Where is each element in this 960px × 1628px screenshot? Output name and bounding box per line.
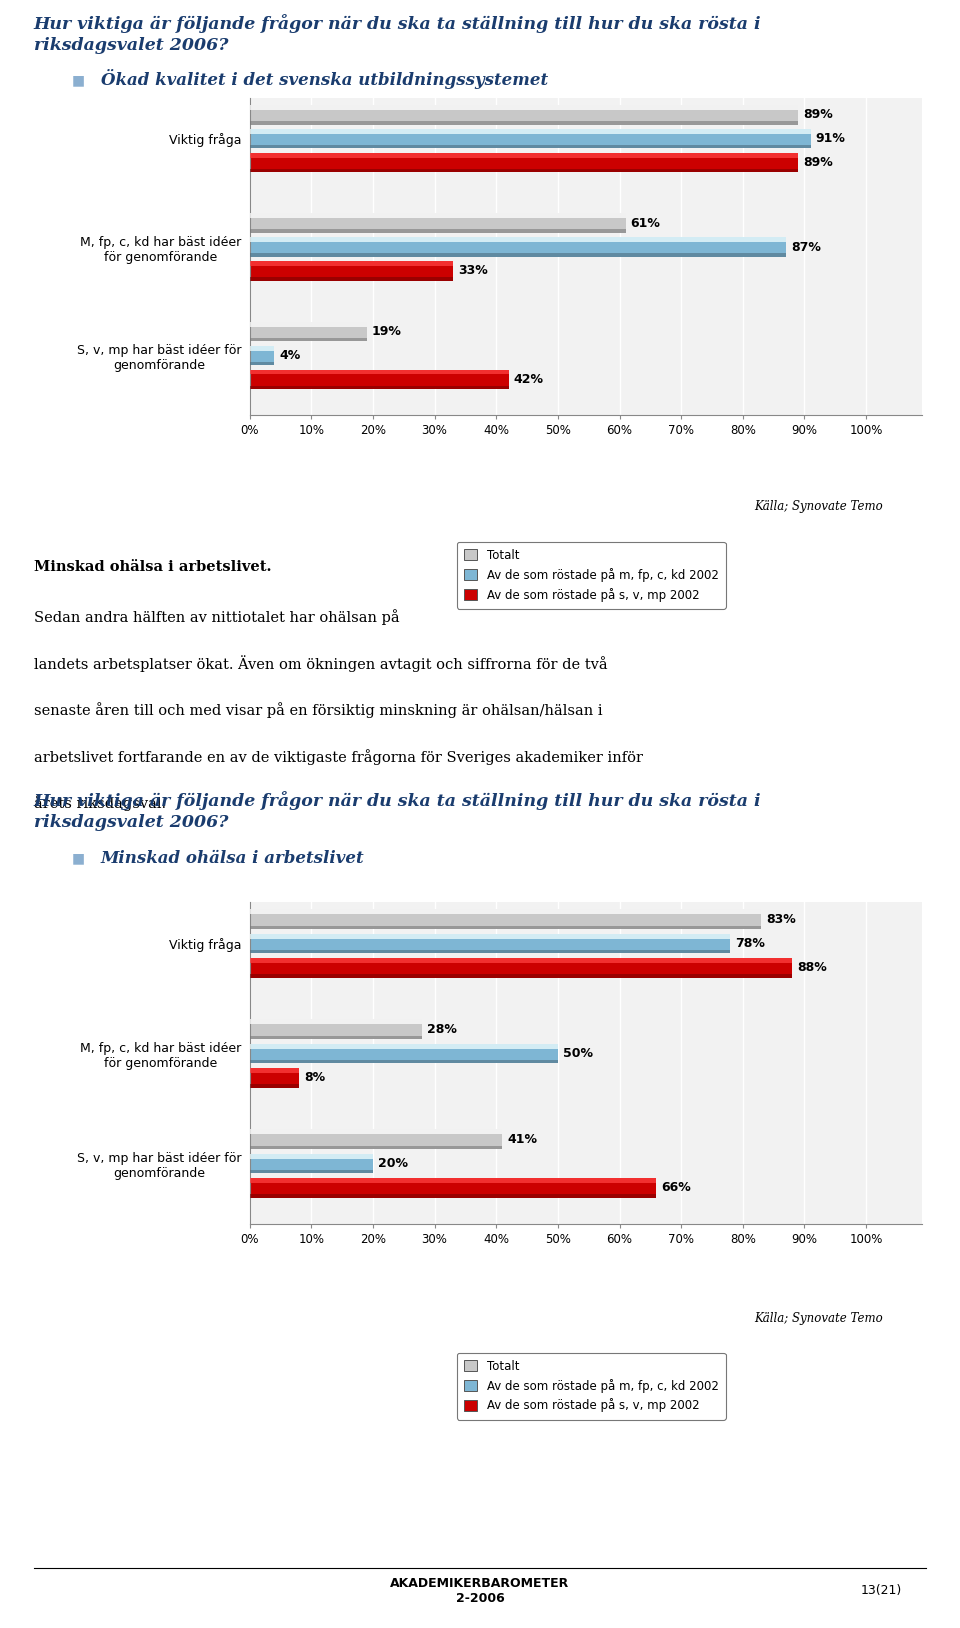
Text: 50%: 50% bbox=[563, 1047, 592, 1060]
Bar bbox=[250, 106, 799, 125]
Text: 83%: 83% bbox=[766, 913, 796, 926]
Bar bbox=[250, 1154, 372, 1159]
Bar bbox=[250, 910, 761, 915]
Text: arbetslivet fortfarande en av de viktigaste frågorna för Sveriges akademiker inf: arbetslivet fortfarande en av de viktiga… bbox=[34, 749, 642, 765]
Bar bbox=[250, 1171, 372, 1174]
Bar bbox=[250, 1195, 657, 1198]
Bar bbox=[250, 1044, 558, 1048]
Bar bbox=[250, 230, 626, 233]
Text: 91%: 91% bbox=[816, 132, 846, 145]
Bar bbox=[250, 1019, 422, 1024]
Text: 20%: 20% bbox=[378, 1158, 408, 1171]
Text: 89%: 89% bbox=[804, 156, 833, 169]
Text: årets riksdagsval.: årets riksdagsval. bbox=[34, 796, 166, 811]
Bar bbox=[250, 345, 275, 365]
Bar bbox=[250, 1068, 299, 1073]
Text: landets arbetsplatser ökat. Även om ökningen avtagit och siffrorna för de två: landets arbetsplatser ökat. Även om ökni… bbox=[34, 656, 608, 672]
Text: 42%: 42% bbox=[514, 373, 543, 386]
Bar bbox=[250, 957, 792, 978]
Text: senaste åren till och med visar på en försiktig minskning är ohälsan/hälsan i: senaste åren till och med visar på en fö… bbox=[34, 702, 602, 718]
Text: Sedan andra hälften av nittiotalet har ohälsan på: Sedan andra hälften av nittiotalet har o… bbox=[34, 609, 399, 625]
Text: Minskad ohälsa i arbetslivet.: Minskad ohälsa i arbetslivet. bbox=[34, 560, 271, 575]
Bar bbox=[250, 957, 792, 964]
Text: 28%: 28% bbox=[427, 1022, 457, 1035]
Bar bbox=[250, 910, 761, 930]
Bar bbox=[250, 1035, 422, 1039]
Bar bbox=[250, 322, 367, 327]
Text: ■: ■ bbox=[72, 851, 85, 866]
Bar bbox=[250, 1044, 558, 1063]
Text: Hur viktiga är följande frågor när du ska ta ställning till hur du ska rösta i: Hur viktiga är följande frågor när du sk… bbox=[34, 15, 761, 33]
Bar bbox=[250, 926, 761, 930]
Bar bbox=[250, 974, 792, 978]
Text: 33%: 33% bbox=[458, 264, 488, 277]
Bar bbox=[250, 145, 810, 148]
Text: Källa; Synovate Temo: Källa; Synovate Temo bbox=[755, 1312, 883, 1325]
Bar bbox=[250, 213, 626, 218]
Bar bbox=[250, 1179, 657, 1184]
Text: 19%: 19% bbox=[372, 326, 401, 339]
Text: ■: ■ bbox=[72, 73, 85, 88]
Bar bbox=[250, 153, 799, 173]
Bar bbox=[250, 238, 786, 243]
Bar bbox=[250, 1130, 502, 1135]
Bar bbox=[250, 1130, 502, 1149]
Bar bbox=[250, 370, 509, 389]
Bar bbox=[250, 1179, 657, 1198]
Bar bbox=[250, 1068, 299, 1088]
Bar bbox=[250, 949, 731, 954]
Text: 66%: 66% bbox=[661, 1182, 691, 1195]
Bar bbox=[250, 129, 810, 133]
Bar bbox=[250, 260, 453, 280]
Bar bbox=[250, 1060, 558, 1063]
Text: 87%: 87% bbox=[791, 241, 821, 254]
Bar bbox=[250, 254, 786, 257]
Bar bbox=[250, 213, 626, 233]
Text: 8%: 8% bbox=[304, 1071, 325, 1084]
Bar bbox=[250, 153, 799, 158]
Text: Hur viktiga är följande frågor när du ska ta ställning till hur du ska rösta i: Hur viktiga är följande frågor när du sk… bbox=[34, 791, 761, 809]
Bar bbox=[250, 106, 799, 111]
Bar bbox=[250, 345, 275, 350]
Bar bbox=[250, 277, 453, 280]
Bar bbox=[250, 934, 731, 954]
Bar bbox=[250, 238, 786, 257]
Bar bbox=[250, 1154, 372, 1174]
Text: 89%: 89% bbox=[804, 109, 833, 122]
Text: Minskad ohälsa i arbetslivet: Minskad ohälsa i arbetslivet bbox=[101, 850, 365, 866]
Bar bbox=[250, 370, 509, 374]
Text: 88%: 88% bbox=[797, 962, 827, 975]
Bar bbox=[250, 129, 810, 148]
Bar bbox=[250, 1019, 422, 1039]
Bar bbox=[250, 120, 799, 125]
Bar bbox=[250, 260, 453, 265]
Legend: Totalt, Av de som röstade på m, fp, c, kd 2002, Av de som röstade på s, v, mp 20: Totalt, Av de som röstade på m, fp, c, k… bbox=[457, 542, 726, 609]
Text: riksdagsvalet 2006?: riksdagsvalet 2006? bbox=[34, 37, 228, 54]
Bar bbox=[250, 169, 799, 173]
Bar bbox=[250, 386, 509, 389]
Text: 13(21): 13(21) bbox=[861, 1584, 902, 1597]
Text: 78%: 78% bbox=[735, 938, 765, 951]
Bar bbox=[250, 361, 275, 365]
Bar bbox=[250, 322, 367, 342]
Bar bbox=[250, 1084, 299, 1088]
Text: AKADEMIKERBAROMETER
2-2006: AKADEMIKERBAROMETER 2-2006 bbox=[391, 1576, 569, 1605]
Text: Ökad kvalitet i det svenska utbildningssystemet: Ökad kvalitet i det svenska utbildningss… bbox=[101, 68, 548, 90]
Bar bbox=[250, 934, 731, 939]
Text: 4%: 4% bbox=[279, 348, 300, 361]
Text: Källa; Synovate Temo: Källa; Synovate Temo bbox=[755, 500, 883, 513]
Bar bbox=[250, 1146, 502, 1149]
Text: 61%: 61% bbox=[631, 217, 660, 230]
Text: riksdagsvalet 2006?: riksdagsvalet 2006? bbox=[34, 814, 228, 830]
Bar bbox=[250, 337, 367, 342]
Text: 41%: 41% bbox=[507, 1133, 538, 1146]
Legend: Totalt, Av de som röstade på m, fp, c, kd 2002, Av de som röstade på s, v, mp 20: Totalt, Av de som röstade på m, fp, c, k… bbox=[457, 1353, 726, 1420]
